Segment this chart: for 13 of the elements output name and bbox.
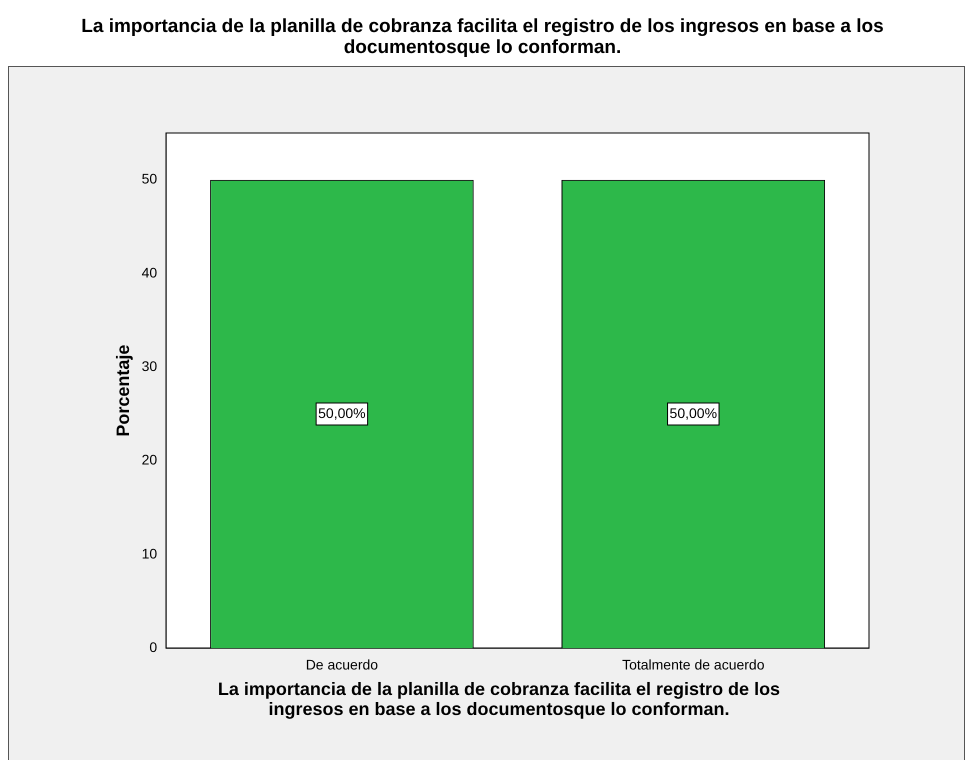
x-tick-label: Totalmente de acuerdo: [622, 656, 765, 672]
x-axis-title: La importancia de la planilla de cobranza facilita el registro de los ingresos en base a los documentosque lo conforman.: [216, 679, 782, 719]
y-tick-label: 40: [142, 264, 158, 280]
y-tick-label: 10: [142, 545, 158, 562]
data-label: 50,00%: [670, 404, 718, 421]
y-tick-label: 20: [142, 452, 158, 468]
chart-title: La importancia de la planilla de cobranza facilita el registro de los ingresos en base a los documentosque lo conforman.: [80, 16, 885, 58]
data-label: 50,00%: [318, 404, 366, 421]
x-tick-label: De acuerdo: [306, 656, 378, 672]
y-tick-label: 0: [149, 639, 158, 656]
y-tick-label: 50: [142, 170, 158, 187]
y-tick-label: 30: [142, 358, 158, 374]
y-axis-title: Porcentaje: [112, 344, 133, 437]
